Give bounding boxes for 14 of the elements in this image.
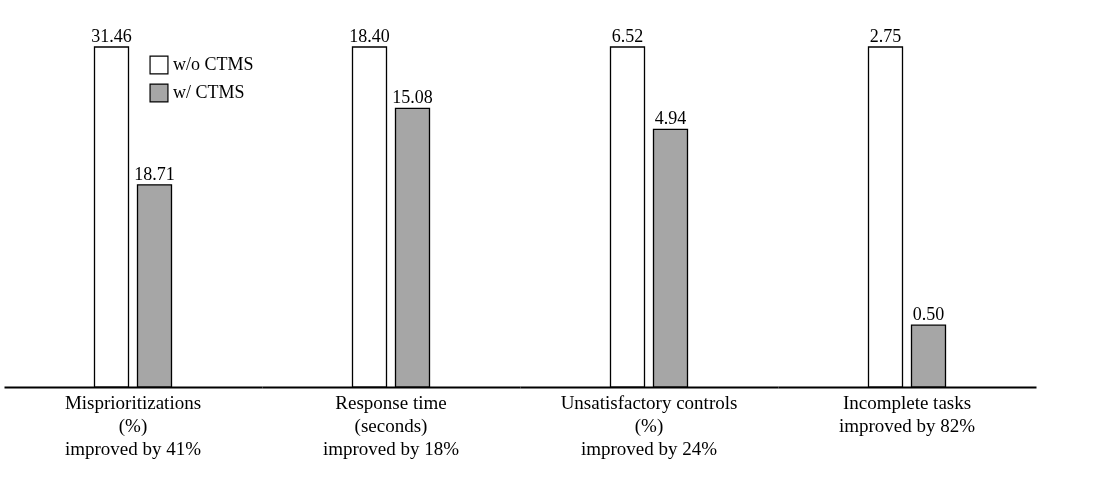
x-tick-label: Incomplete tasks improved by 82% [838, 391, 976, 436]
legend-label: w/o CTMS [173, 54, 254, 74]
data-label: 18.40 [349, 26, 390, 46]
data-label: 6.52 [611, 26, 644, 46]
data-label: 4.94 [654, 108, 687, 129]
data-label: 2.75 [869, 26, 902, 46]
data-label: 18.71 [134, 163, 175, 184]
data-label: 31.46 [91, 26, 132, 46]
data-label: 0.50 [912, 304, 945, 325]
x-tick-label: Unsatisfactory controls (%) improved by 24% [560, 391, 738, 459]
x-tick-label: Misprioritizations (%) improved by 41% [64, 391, 202, 459]
x-tick-label: Response time (seconds) improved by 18% [322, 391, 460, 459]
legend-label: w/ CTMS [173, 82, 245, 102]
data-label: 15.08 [392, 87, 433, 108]
